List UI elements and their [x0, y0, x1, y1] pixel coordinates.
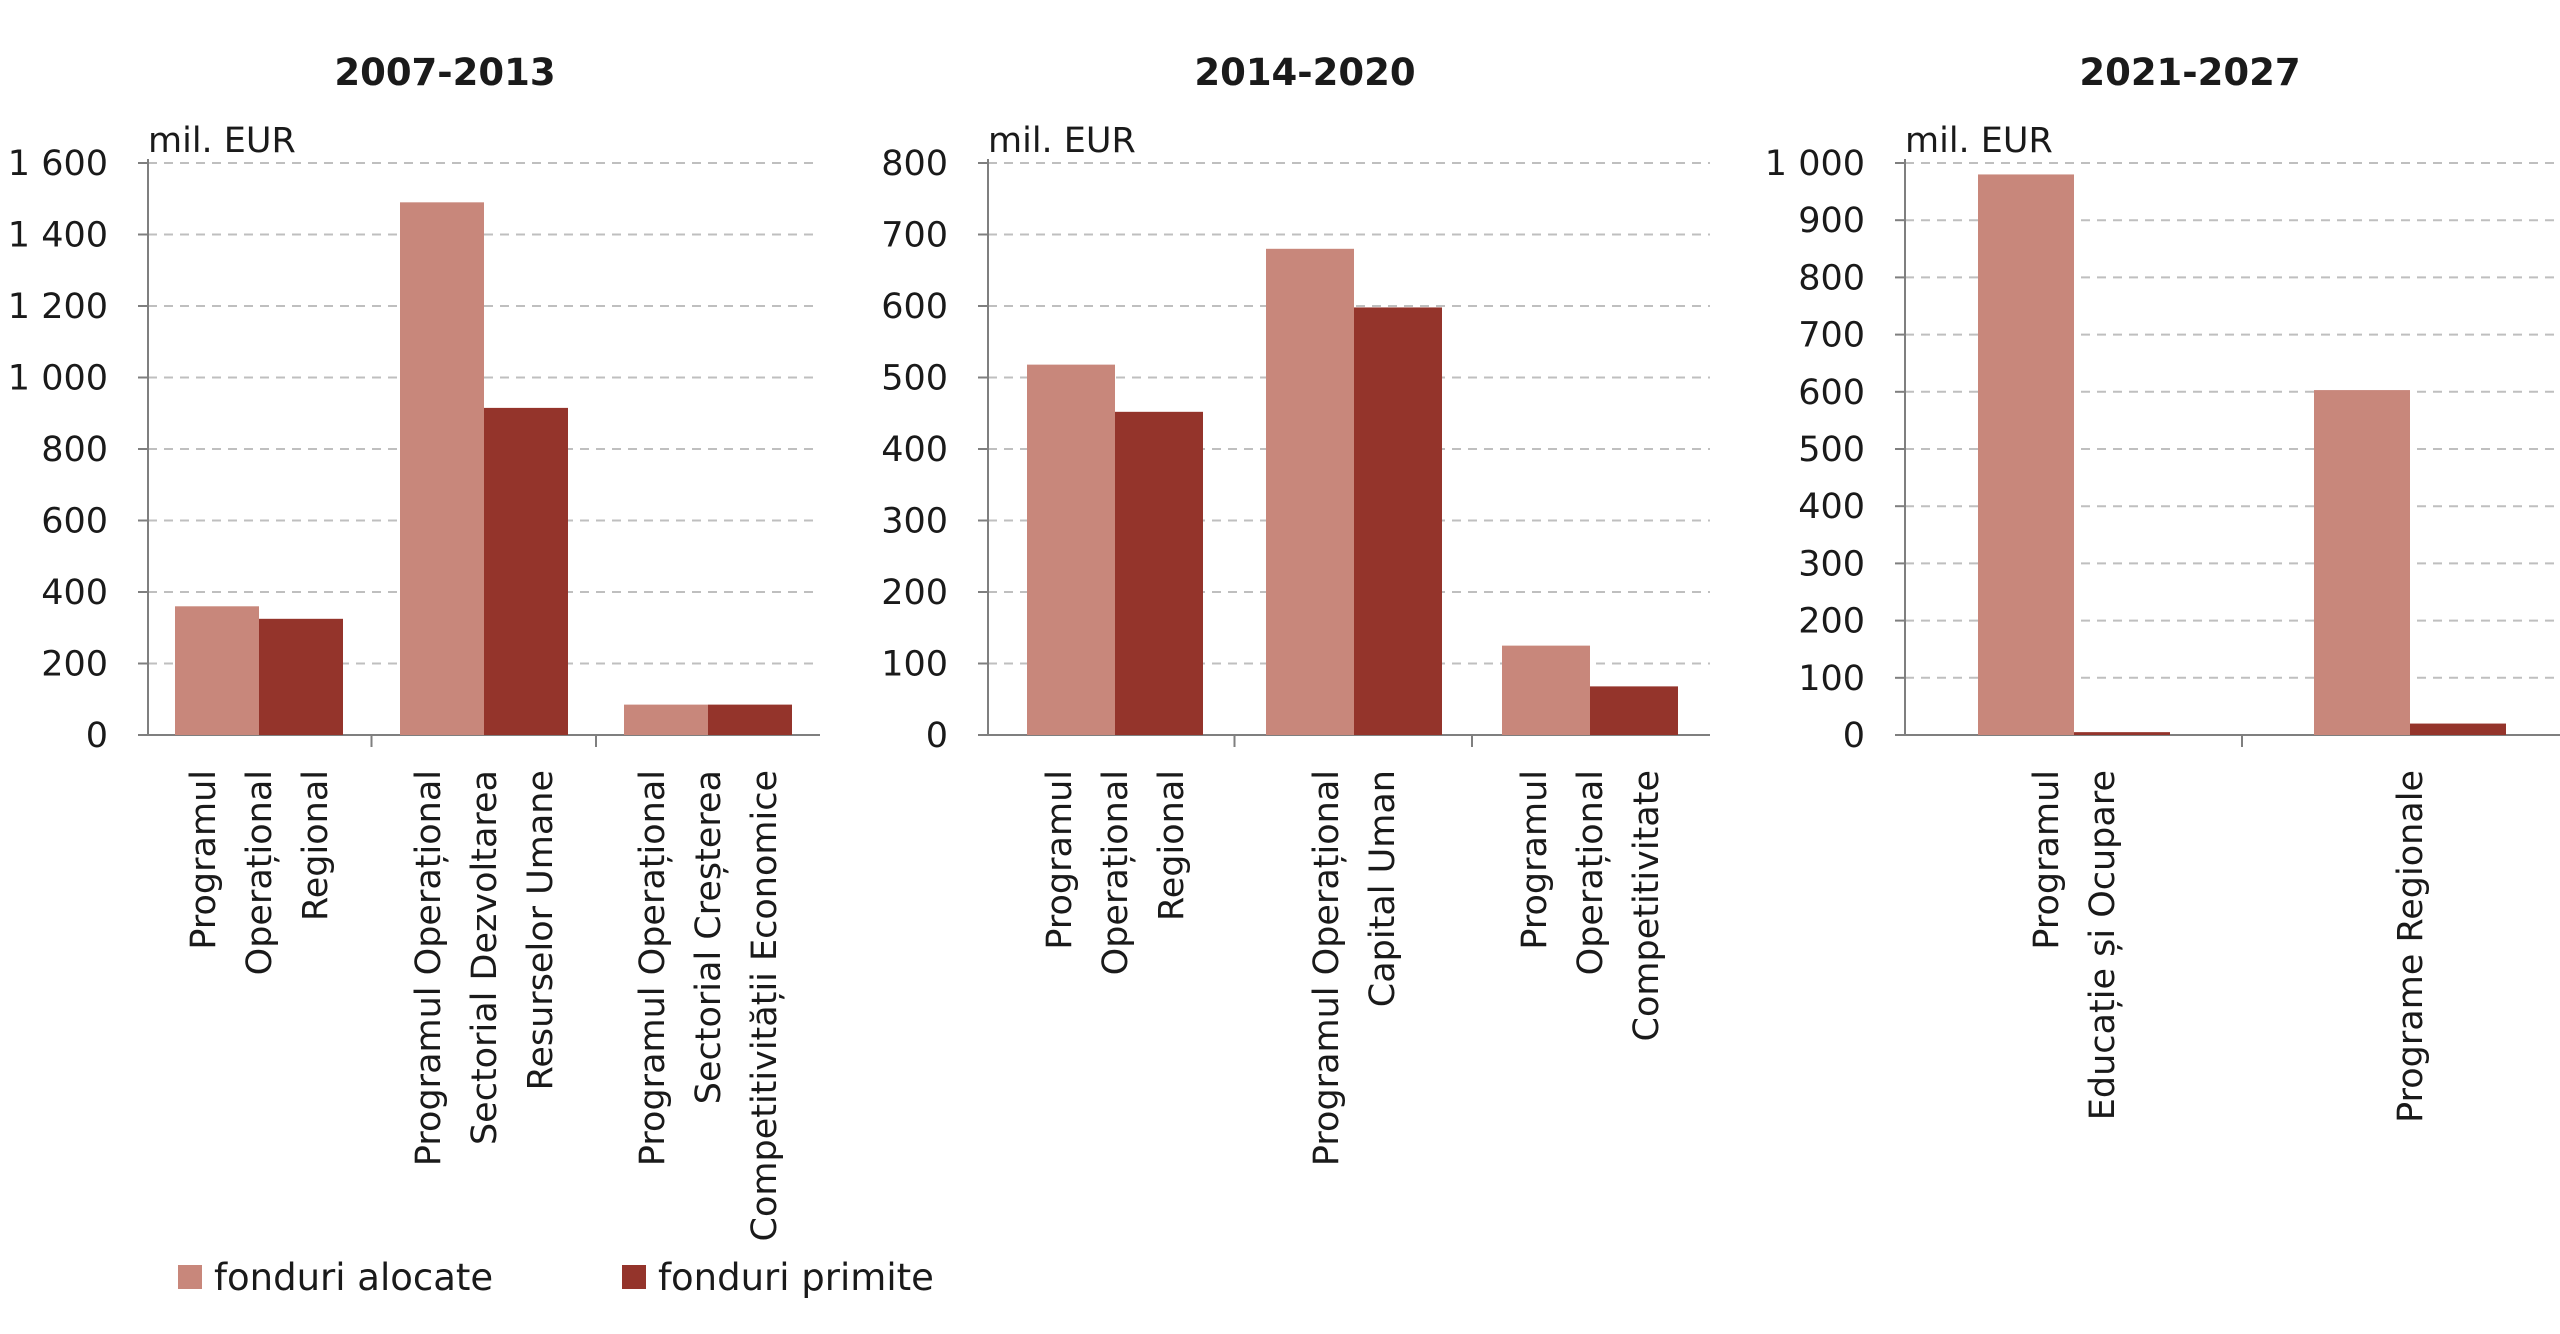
y-tick-label-2-0: 0: [1843, 716, 1865, 756]
legend-swatch-alocate: [178, 1265, 202, 1289]
y-tick-label-2-2: 200: [1798, 602, 1865, 642]
y-tick-label-1-7: 700: [881, 216, 948, 256]
y-tick-label-2-9: 900: [1798, 201, 1865, 241]
y-tick-label-1-1: 100: [881, 645, 948, 685]
y-tick-label-1-8: 800: [881, 144, 948, 184]
y-unit-label-0: mil. EUR: [148, 121, 296, 161]
x-category-label-1-0-2: Regional: [1152, 770, 1192, 921]
x-category-label-0-0-0: Programul: [184, 770, 224, 950]
y-tick-label-1-0: 0: [926, 716, 948, 756]
bar-alocate-2-0: [1978, 174, 2074, 735]
x-category-label-0-1-1: Sectorial Dezvoltarea: [465, 770, 505, 1145]
legend-item-primite: fonduri primite: [622, 1255, 934, 1299]
bar-primite-2-0: [2074, 732, 2170, 735]
bar-primite-0-1: [484, 407, 568, 735]
y-tick-label-1-3: 300: [881, 502, 948, 542]
chart-title-1: 2014-2020: [1194, 51, 1415, 94]
y-tick-label-1-4: 400: [881, 430, 948, 470]
x-category-label-1-2-0: Programul: [1515, 770, 1555, 950]
x-category-label-0-2-0: Programul Operațional: [633, 770, 673, 1166]
y-tick-label-2-8: 800: [1798, 258, 1865, 298]
y-tick-label-1-2: 200: [881, 573, 948, 613]
x-category-label-2-0-0: Programul: [2027, 770, 2067, 950]
x-category-label-1-1-1: Capital Uman: [1363, 770, 1403, 1007]
bar-alocate-1-0: [1027, 364, 1115, 735]
bar-alocate-2-1: [2314, 390, 2410, 735]
y-tick-label-2-1: 100: [1798, 659, 1865, 699]
y-tick-label-2-4: 400: [1798, 487, 1865, 527]
bar-primite-0-0: [259, 618, 343, 735]
x-category-label-0-2-2: Competitivității Economice: [745, 770, 785, 1241]
x-category-label-1-2-1: Operațional: [1571, 770, 1611, 975]
y-tick-label-0-5: 1 000: [8, 359, 108, 399]
legend-label-primite: fonduri primite: [658, 1255, 934, 1299]
y-tick-label-0-4: 800: [41, 430, 108, 470]
chart-title-0: 2007-2013: [334, 51, 555, 94]
y-tick-label-0-1: 200: [41, 645, 108, 685]
bar-primite-1-1: [1354, 307, 1442, 735]
y-tick-label-0-3: 600: [41, 502, 108, 542]
y-tick-label-0-7: 1 400: [8, 216, 108, 256]
x-category-label-1-2-2: Competitivitate: [1627, 770, 1667, 1041]
bar-primite-1-0: [1115, 411, 1203, 735]
bar-alocate-1-2: [1502, 645, 1590, 735]
y-unit-label-1: mil. EUR: [988, 121, 1136, 161]
x-category-label-0-0-1: Operațional: [240, 770, 280, 975]
y-unit-label-2: mil. EUR: [1905, 121, 2053, 161]
bar-alocate-0-2: [624, 704, 708, 735]
bar-primite-0-2: [708, 704, 792, 735]
y-tick-label-2-5: 500: [1798, 430, 1865, 470]
bar-primite-2-1: [2410, 723, 2506, 735]
y-tick-label-2-3: 300: [1798, 544, 1865, 584]
x-category-label-0-1-2: Resurselor Umane: [521, 770, 561, 1090]
y-tick-label-1-5: 500: [881, 359, 948, 399]
y-tick-label-2-6: 600: [1798, 373, 1865, 413]
x-category-label-2-0-1: Educație și Ocupare: [2083, 770, 2123, 1120]
bar-primite-1-2: [1590, 686, 1678, 735]
legend-swatch-primite: [622, 1265, 646, 1289]
y-tick-label-0-6: 1 200: [8, 287, 108, 327]
y-tick-label-2-10: 1 000: [1765, 144, 1865, 184]
x-category-label-1-1-0: Programul Operațional: [1307, 770, 1347, 1166]
legend-item-alocate: fonduri alocate: [178, 1255, 493, 1299]
y-tick-label-0-0: 0: [86, 716, 108, 756]
chart-title-2: 2021-2027: [2079, 51, 2300, 94]
y-tick-label-1-6: 600: [881, 287, 948, 327]
bar-alocate-0-0: [175, 606, 259, 735]
x-category-label-1-0-1: Operațional: [1096, 770, 1136, 975]
x-category-label-0-0-2: Regional: [296, 770, 336, 921]
x-category-label-0-1-0: Programul Operațional: [409, 770, 449, 1166]
x-category-label-2-1-0: Programe Regionale: [2391, 770, 2431, 1123]
x-category-label-0-2-1: Sectorial Creșterea: [689, 770, 729, 1104]
y-tick-label-0-8: 1 600: [8, 144, 108, 184]
y-tick-label-0-2: 400: [41, 573, 108, 613]
legend-label-alocate: fonduri alocate: [214, 1255, 494, 1299]
y-tick-label-2-7: 700: [1798, 316, 1865, 356]
bar-alocate-1-1: [1266, 248, 1354, 736]
bar-alocate-0-1: [400, 202, 484, 735]
x-category-label-1-0-0: Programul: [1040, 770, 1080, 950]
